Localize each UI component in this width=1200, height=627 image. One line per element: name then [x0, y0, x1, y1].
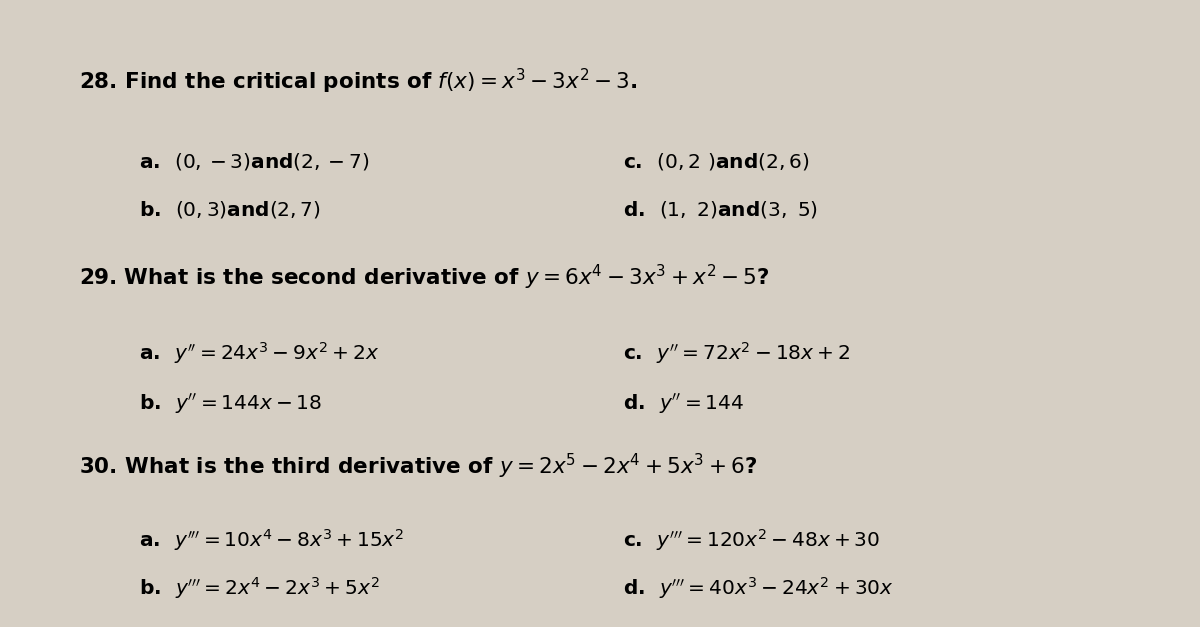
Text: c.  $y^{\prime\prime} = 72x^2 - 18x + 2$: c. $y^{\prime\prime} = 72x^2 - 18x + 2$	[623, 340, 850, 367]
Text: a.  $y^{\prime\prime\prime} = 10x^4 - 8x^3 + 15x^2$: a. $y^{\prime\prime\prime} = 10x^4 - 8x^…	[139, 527, 404, 553]
Text: a.  $(0,-3)$and$(2,-7)$: a. $(0,-3)$and$(2,-7)$	[139, 151, 370, 172]
Text: b.  $y^{\prime\prime} = 144x - 18$: b. $y^{\prime\prime} = 144x - 18$	[139, 392, 323, 416]
Text: d.  $y^{\prime\prime\prime} = 40x^3 - 24x^2 + 30x$: d. $y^{\prime\prime\prime} = 40x^3 - 24x…	[623, 576, 894, 601]
Text: 30. What is the third derivative of $y = 2x^5 - 2x^4 + 5x^3 + 6$?: 30. What is the third derivative of $y =…	[79, 452, 757, 481]
Text: 28. Find the critical points of $f(x) = x^3 - 3x^2 - 3$.: 28. Find the critical points of $f(x) = …	[79, 66, 637, 96]
Text: d.  $(1,\ 2)$and$(3,\ 5)$: d. $(1,\ 2)$and$(3,\ 5)$	[623, 199, 818, 220]
Text: c.  $( 0,2$ $)$and$( 2,6 )$: c. $( 0,2$ $)$and$( 2,6 )$	[623, 151, 810, 172]
Text: 29. What is the second derivative of $y = 6x^4 - 3x^3 + x^2 - 5$?: 29. What is the second derivative of $y …	[79, 262, 769, 292]
Text: a.  $y^{\prime\prime} = 24x^3 - 9x^2 + 2x$: a. $y^{\prime\prime} = 24x^3 - 9x^2 + 2x…	[139, 340, 379, 367]
Text: d.  $y^{\prime\prime} = 144$: d. $y^{\prime\prime} = 144$	[623, 392, 744, 416]
Text: b.  $y^{\prime\prime\prime} = 2x^4 - 2x^3 + 5x^2$: b. $y^{\prime\prime\prime} = 2x^4 - 2x^3…	[139, 576, 379, 601]
Text: c.  $y^{\prime\prime\prime} = 120x^2 - 48x + 30$: c. $y^{\prime\prime\prime} = 120x^2 - 48…	[623, 527, 881, 553]
Text: b.  $(0,3)$and$( 2,7)$: b. $(0,3)$and$( 2,7)$	[139, 199, 322, 220]
